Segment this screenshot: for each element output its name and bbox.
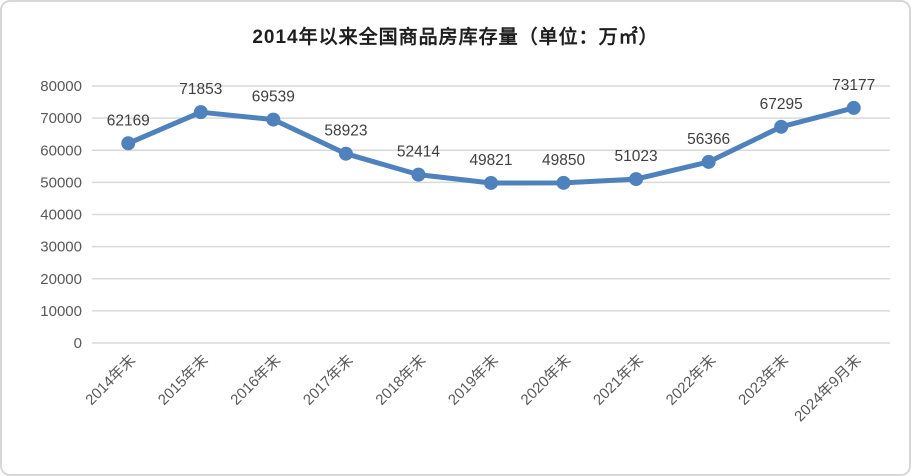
data-point-marker [701,154,716,169]
data-point-marker [556,175,571,190]
x-axis-tick-label: 2019年末 [445,352,502,409]
data-point-marker [629,172,644,187]
y-axis-tick-label: 0 [74,335,82,352]
data-point-label: 49850 [542,152,585,169]
y-axis-tick-label: 10000 [40,303,82,320]
data-point-marker [338,146,353,161]
y-axis-tick-label: 70000 [40,110,82,127]
data-point-label: 56366 [687,131,730,148]
data-point-marker [774,119,789,134]
y-axis-tick-label: 20000 [40,271,82,288]
data-point-label: 58923 [324,123,367,140]
y-axis-tick-label: 40000 [40,207,82,224]
y-axis-tick-label: 30000 [40,239,82,256]
y-axis-tick-label: 50000 [40,174,82,191]
x-axis-tick-label: 2022年末 [663,352,720,409]
y-axis-tick-label: 80000 [40,78,82,95]
x-axis-tick-label: 2018年末 [372,352,429,409]
x-axis-tick-label: 2017年末 [300,352,357,409]
data-point-label: 67295 [760,96,803,113]
data-point-label: 62169 [107,112,150,129]
data-point-label: 71853 [179,81,222,98]
data-point-label: 49821 [469,152,512,169]
x-axis-tick-label: 2016年末 [227,352,284,409]
chart-title: 2014年以来全国商品房库存量（单位：万㎡） [252,27,659,48]
data-point-marker [121,136,136,151]
data-point-marker [846,100,861,115]
x-axis-tick-label: 2015年末 [155,352,212,409]
data-point-marker [411,167,426,182]
series-line [125,105,857,186]
data-point-label: 73177 [832,77,875,94]
y-axis-tick-label: 60000 [40,142,82,159]
x-axis-tick-label: 2014年末 [82,352,139,409]
data-point-label: 52414 [397,144,440,161]
data-point-marker [193,105,208,120]
x-axis-tick-label: 2021年末 [590,352,647,409]
x-axis-tick-label: 2024年9月末 [791,352,864,425]
data-point-label: 51023 [615,148,658,165]
x-axis-tick-label: 2023年末 [735,352,792,409]
data-point-label: 69539 [252,89,295,106]
data-point-marker [484,175,498,190]
data-point-marker [266,112,281,127]
x-axis-tick-label: 2020年末 [518,352,575,409]
